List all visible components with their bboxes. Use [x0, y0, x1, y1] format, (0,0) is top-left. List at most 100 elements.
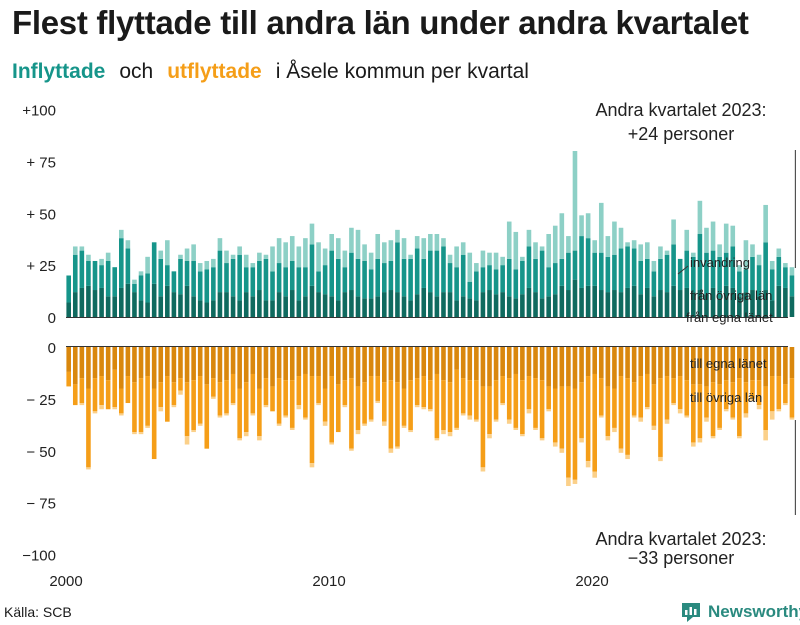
- outflow-bar-own-county: [158, 347, 164, 383]
- outflow-bar-other: [710, 436, 716, 439]
- outflow-bar-other: [211, 396, 216, 399]
- inflow-bar-immigration: [197, 263, 203, 272]
- inflow-bar-own-county: [112, 296, 118, 317]
- inflow-bar-immigration: [283, 242, 288, 268]
- outflow-bar-own-county: [592, 347, 597, 374]
- inflow-bar-immigration: [598, 202, 604, 253]
- y-tick-label: − 25: [26, 392, 56, 409]
- outflow-bar-own-county: [375, 347, 381, 377]
- outflow-bar-other: [631, 415, 637, 418]
- outflow-bar-other-counties: [579, 382, 584, 439]
- outflow-bar-other-counties: [467, 380, 473, 416]
- inflow-bar-own-county: [309, 285, 315, 317]
- inflow-bar-immigration: [99, 258, 104, 266]
- outflow-bar-other: [645, 407, 650, 410]
- outflow-bar-own-county: [362, 347, 367, 383]
- inflow-bar-own-county: [756, 296, 762, 317]
- inflow-bar-own-county: [224, 292, 229, 317]
- outflow-bar-other: [224, 413, 229, 416]
- inflow-bar-immigration: [368, 252, 374, 270]
- inflow-bar-immigration: [329, 234, 334, 251]
- x-tick-label: 2020: [575, 573, 608, 590]
- inflow-bar-immigration: [428, 234, 433, 251]
- inflow-bar-other-counties: [197, 271, 203, 301]
- inflow-bar-own-county: [730, 287, 736, 317]
- outflow-bar-other: [704, 417, 709, 422]
- inflow-bar-other-counties: [145, 273, 150, 303]
- inflow-bar-own-county: [612, 290, 617, 317]
- inflow-bar-immigration: [500, 256, 505, 266]
- outflow-bar-other: [737, 436, 742, 439]
- outflow-bar-other-counties: [763, 386, 768, 430]
- inflow-bar-immigration: [165, 240, 170, 266]
- inflow-bar-own-county: [460, 296, 466, 317]
- inflow-bar-own-county: [743, 292, 749, 317]
- inflow-bar-immigration: [645, 242, 650, 259]
- outflow-bar-other: [723, 409, 729, 412]
- inflow-bar-own-county: [408, 300, 413, 317]
- inflow-bar-own-county: [585, 285, 591, 317]
- inflow-bar-own-county: [349, 290, 354, 317]
- inflow-bar-other-counties: [441, 246, 446, 293]
- x-tick-label: 2000: [49, 573, 82, 590]
- inflow-bar-own-county: [506, 296, 512, 317]
- outflow-bar-other: [178, 390, 183, 395]
- inflow-bar-own-county: [697, 290, 703, 317]
- outflow-bar-other: [119, 413, 124, 416]
- source-note: Källa: SCB: [4, 604, 72, 620]
- inflow-bar-other-counties: [513, 269, 519, 299]
- inflow-bar-immigration: [592, 240, 597, 253]
- outflow-bar-own-county: [552, 347, 558, 389]
- outflow-bar-other: [776, 409, 782, 412]
- outflow-bar-other-counties: [112, 369, 118, 408]
- outflow-bar-other: [421, 407, 427, 410]
- inflow-bar-own-county: [723, 285, 729, 317]
- outflow-bar-other-counties: [612, 388, 617, 428]
- inflow-bar-own-county: [342, 292, 348, 317]
- outflow-bar-other-counties: [329, 376, 334, 443]
- inflow-bar-own-county: [789, 296, 795, 317]
- inflow-bar-immigration: [631, 240, 637, 249]
- inflow-bar-own-county: [533, 292, 538, 317]
- series-label-other-counties-out: till övriga län: [690, 390, 762, 405]
- outflow-bar-other-counties: [559, 386, 565, 449]
- outflow-bar-other: [243, 432, 249, 437]
- outflow-bar-own-county: [789, 347, 795, 379]
- outflow-bar-own-county: [368, 347, 374, 377]
- inflow-bar-other-counties: [224, 263, 229, 293]
- inflow-bar-own-county: [329, 296, 334, 317]
- inflow-bar-other-counties: [763, 242, 768, 291]
- inflow-bar-own-county: [552, 294, 558, 317]
- outflow-bar-own-county: [520, 347, 525, 381]
- outflow-bar-own-county: [79, 347, 85, 379]
- inflow-bar-immigration: [217, 238, 223, 251]
- inflow-bar-immigration: [651, 260, 657, 272]
- inflow-bar-other-counties: [434, 250, 440, 297]
- inflow-bar-immigration: [566, 236, 571, 253]
- inflow-bar-other-counties: [217, 250, 223, 293]
- outflow-bar-other: [664, 419, 670, 424]
- inflow-bar-other-counties: [506, 258, 512, 297]
- outflow-bar-other: [263, 405, 269, 408]
- outflow-bar-own-county: [474, 347, 479, 381]
- outflow-bar-other-counties: [460, 378, 466, 414]
- outflow-bar-own-county: [112, 347, 118, 370]
- inflow-bar-immigration: [401, 238, 407, 259]
- outflow-bar-other: [112, 407, 118, 410]
- inflow-bar-other-counties: [309, 244, 315, 286]
- inflow-bar-immigration: [434, 234, 440, 251]
- inflow-bar-other-counties: [257, 260, 262, 291]
- outflow-bar-other: [552, 442, 558, 447]
- outflow-bar-other: [513, 427, 519, 430]
- inflow-bar-immigration: [250, 263, 256, 268]
- outflow-bar-other-counties: [723, 380, 729, 410]
- inflow-bar-other-counties: [710, 250, 716, 288]
- outflow-bar-other-counties: [658, 378, 663, 457]
- inflow-bar-other-counties: [421, 258, 427, 288]
- inflow-bar-immigration: [414, 236, 420, 249]
- inflow-bar-other-counties: [585, 238, 591, 286]
- inflow-bar-other-counties: [401, 258, 407, 297]
- outflow-bar-own-county: [579, 347, 584, 383]
- outflow-bar-own-county: [500, 347, 505, 377]
- inflow-bar-own-county: [230, 296, 236, 317]
